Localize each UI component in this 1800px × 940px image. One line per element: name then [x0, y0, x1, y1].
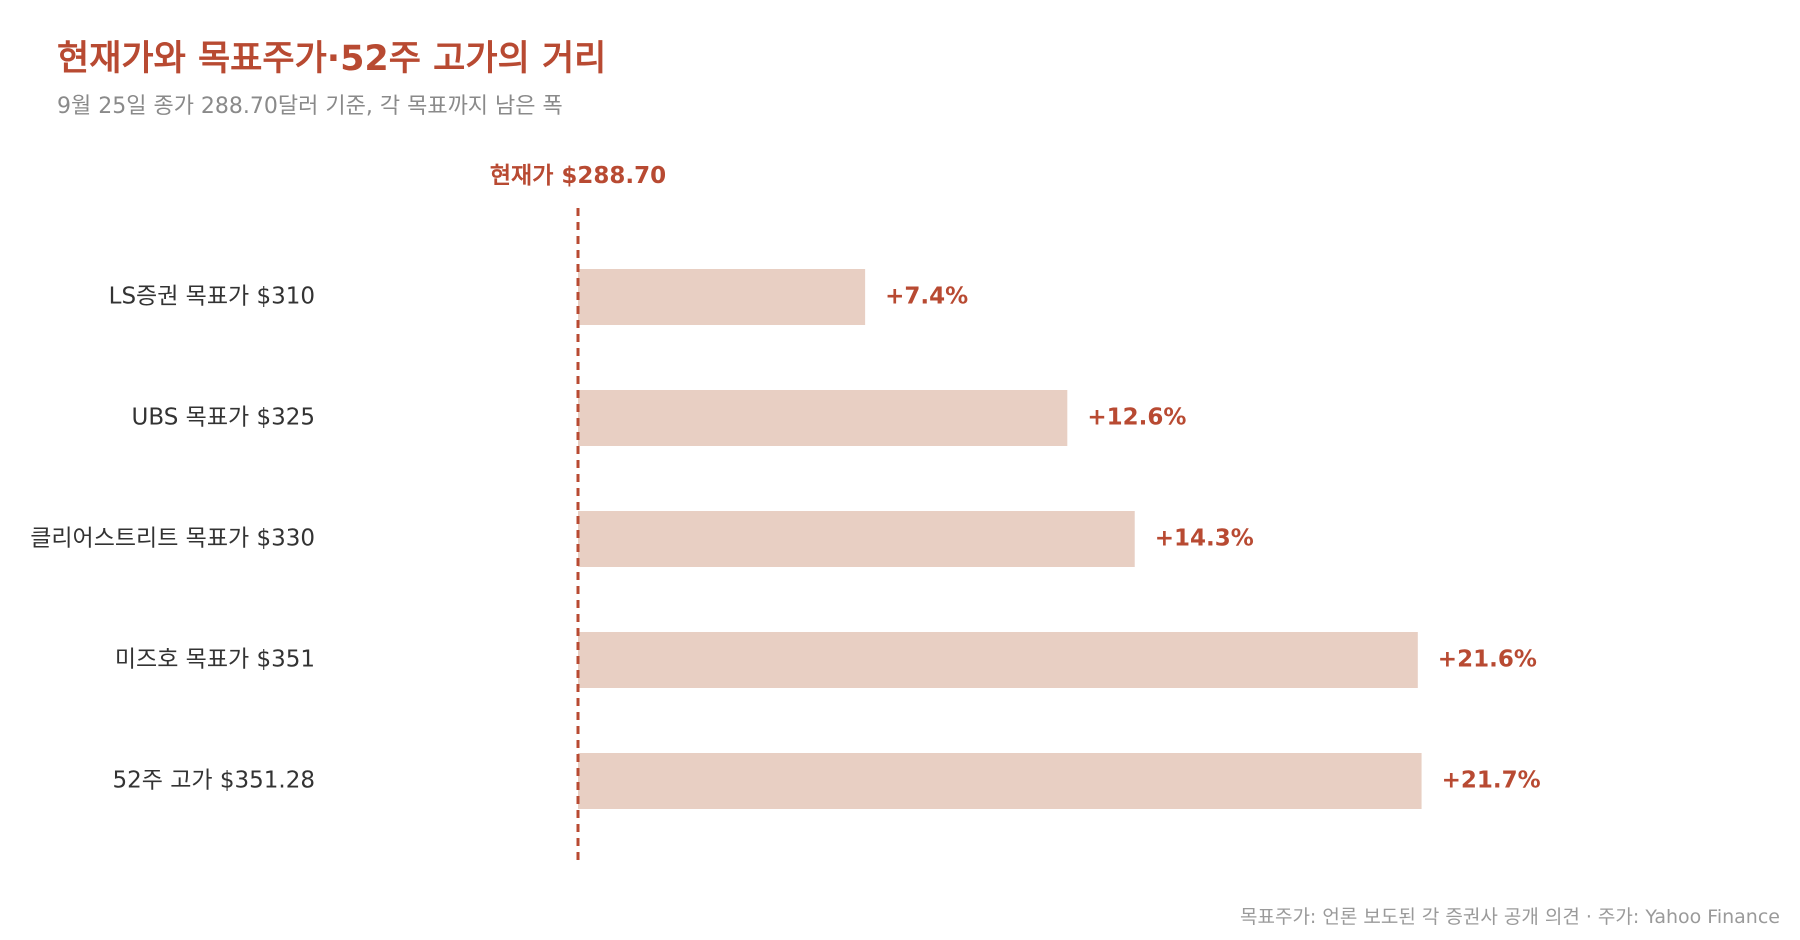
- data-label: +7.4%: [885, 284, 968, 310]
- category-label: 52주 고가 $351.28: [113, 768, 315, 794]
- bar: [578, 753, 1422, 809]
- bar: [578, 632, 1418, 688]
- category-label: LS증권 목표가 $310: [109, 284, 315, 310]
- bar: [578, 269, 866, 325]
- data-label: +14.3%: [1155, 526, 1254, 552]
- chart-title: 현재가와 목표주가·52주 고가의 거리: [57, 39, 607, 79]
- current-price-label: 현재가 $288.70: [490, 163, 666, 189]
- chart-subtitle: 9월 25일 종가 288.70달러 기준, 각 목표까지 남은 폭: [57, 94, 563, 119]
- data-label: +12.6%: [1087, 405, 1186, 431]
- category-label: 클리어스트리트 목표가 $330: [30, 526, 315, 552]
- source-note: 목표주가: 언론 보도된 각 증권사 공개 의견 · 주가: Yahoo Fin…: [1240, 906, 1780, 928]
- bar: [578, 511, 1135, 567]
- data-label: +21.7%: [1442, 768, 1541, 794]
- data-label: +21.6%: [1438, 647, 1537, 673]
- category-label: UBS 목표가 $325: [132, 405, 315, 431]
- category-label: 미즈호 목표가 $351: [115, 647, 315, 673]
- bar: [578, 390, 1068, 446]
